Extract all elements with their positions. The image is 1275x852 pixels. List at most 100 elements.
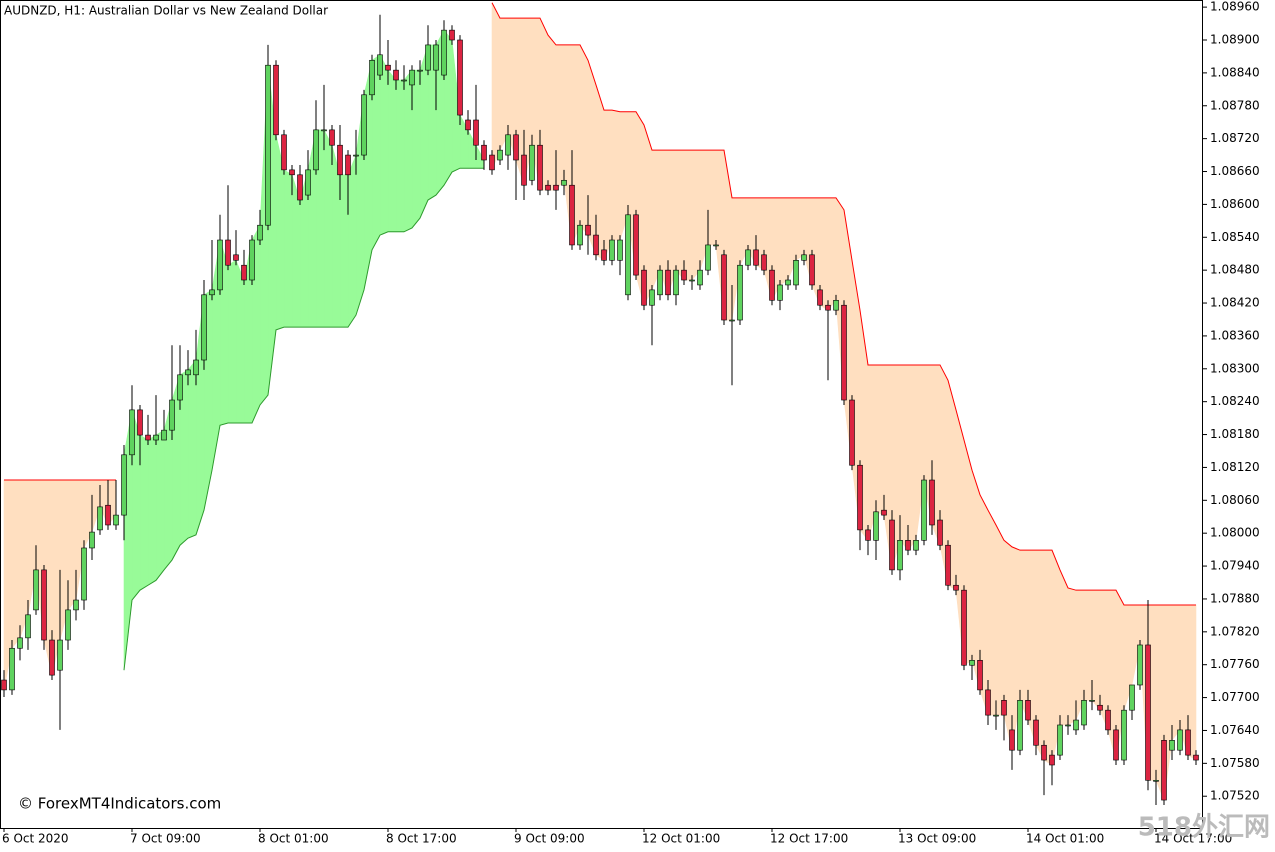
y-tick-label: 1.08480	[1210, 263, 1260, 277]
candle-body	[1041, 744, 1047, 761]
candle-body	[305, 169, 311, 196]
band-fill	[691, 149, 701, 281]
candle-body	[601, 249, 607, 261]
candle-body	[329, 129, 335, 146]
candle-body	[561, 179, 567, 186]
candle-body	[249, 239, 255, 281]
candle-body	[313, 129, 319, 171]
candle-body	[49, 639, 55, 676]
candle-body	[105, 504, 111, 526]
stop-line	[491, 2, 1196, 606]
candle-body	[441, 29, 447, 76]
candle-body	[409, 69, 415, 86]
candle-body	[449, 29, 455, 41]
x-tick-label: 9 Oct 09:00	[514, 832, 585, 846]
candle-body	[225, 239, 231, 266]
candle-body	[33, 569, 39, 611]
candle-body	[737, 264, 743, 321]
y-tick-label: 1.08420	[1210, 296, 1260, 310]
candle-body	[881, 509, 887, 516]
candle-body	[321, 129, 327, 132]
candle-body	[753, 249, 759, 266]
band-fill	[987, 510, 997, 716]
candle-body	[993, 714, 999, 717]
candle-body	[1057, 724, 1063, 756]
candle-body	[809, 254, 815, 286]
candle-body	[73, 599, 79, 611]
watermark: © ForexMT4Indicators.com	[18, 795, 221, 813]
candle-body	[265, 64, 271, 226]
candle-body	[297, 174, 303, 201]
candle-body	[1033, 719, 1039, 746]
candle-body	[465, 119, 471, 131]
candle-body	[281, 134, 287, 171]
candle-body	[1129, 684, 1135, 711]
band-fill	[907, 364, 917, 552]
candle-body	[585, 224, 591, 236]
y-tick-label: 1.07760	[1210, 657, 1260, 671]
candle-body	[353, 154, 359, 157]
candle-body	[889, 519, 895, 571]
candle-body	[1089, 700, 1095, 702]
band-fill	[1003, 539, 1013, 751]
y-tick-label: 1.08120	[1210, 460, 1260, 474]
candle-body	[841, 304, 847, 401]
band-fill	[395, 79, 405, 233]
candle-body	[1081, 700, 1087, 726]
band-fill	[579, 44, 589, 236]
candle-body	[865, 529, 871, 541]
band-fill	[595, 84, 605, 261]
candle-body	[929, 479, 935, 526]
candle-body	[153, 434, 159, 441]
candle-body	[185, 369, 191, 376]
candle-body	[641, 269, 647, 306]
band-fill	[235, 260, 245, 424]
band-fill	[283, 169, 293, 328]
candle-body	[969, 660, 975, 666]
candle-body	[361, 94, 367, 156]
candle-body	[833, 299, 839, 311]
candle-body	[745, 249, 751, 266]
y-tick-label: 1.08240	[1210, 394, 1260, 408]
band-fill	[683, 149, 693, 281]
candle-body	[273, 64, 279, 136]
candle-body	[193, 359, 199, 376]
candle-body	[977, 660, 983, 691]
candle-body	[593, 234, 599, 256]
band-fill	[1067, 587, 1077, 726]
candle-body	[289, 169, 295, 176]
candle-body	[137, 409, 143, 436]
candle-body	[729, 319, 735, 322]
candle-body	[89, 531, 95, 549]
x-tick-label: 12 Oct 01:00	[642, 832, 720, 846]
candle-layer	[1, 14, 1199, 805]
candle-body	[41, 569, 47, 641]
candle-body	[505, 134, 511, 156]
y-tick-label: 1.08060	[1210, 493, 1260, 507]
candle-body	[761, 254, 767, 271]
x-tick-label: 8 Oct 01:00	[258, 832, 329, 846]
candle-body	[713, 244, 719, 247]
candle-body	[1049, 754, 1055, 766]
band-fill	[19, 479, 29, 638]
y-tick-label: 1.07880	[1210, 591, 1260, 605]
candle-body	[233, 254, 239, 261]
candle-body	[177, 374, 183, 401]
stop-layer	[4, 2, 1196, 671]
band-fill	[779, 197, 789, 286]
band-fill	[611, 109, 621, 241]
y-tick-label: 1.08900	[1210, 33, 1260, 47]
x-tick-label: 14 Oct 17:00	[1154, 832, 1232, 846]
candle-body	[241, 264, 247, 281]
candle-body	[673, 269, 679, 296]
candle-body	[777, 284, 783, 301]
candle-body	[769, 269, 775, 301]
candle-body	[785, 279, 791, 286]
candle-body	[473, 119, 479, 146]
y-tick-label: 1.08780	[1210, 98, 1260, 112]
candle-body	[705, 244, 711, 271]
candle-body	[569, 184, 575, 246]
y-tick-label: 1.08960	[1210, 0, 1260, 14]
candle-body	[201, 294, 207, 361]
